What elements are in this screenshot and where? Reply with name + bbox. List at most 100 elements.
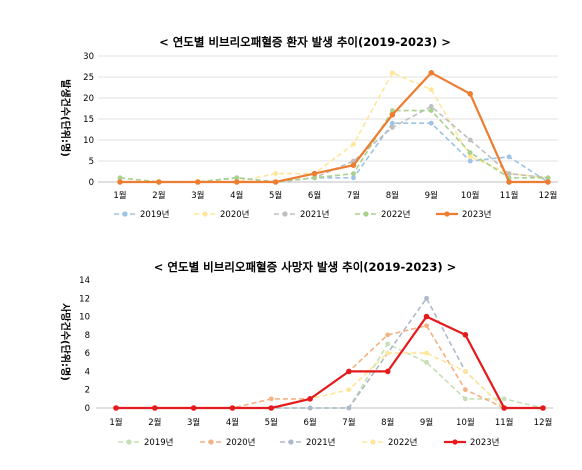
data-point	[501, 396, 507, 402]
data-point	[428, 104, 434, 109]
data-point	[467, 137, 473, 143]
data-point	[462, 369, 468, 374]
x-tick-label: 5월	[265, 417, 278, 428]
x-tick-label: 1월	[109, 417, 122, 428]
legend-marker	[288, 439, 294, 445]
legend-marker	[126, 439, 132, 445]
data-point	[506, 171, 512, 177]
patients-chart-series	[117, 70, 551, 185]
x-tick-label: 4월	[226, 417, 239, 428]
patients-chart-xticks: 1월 2월 3월 4월 5월 6월 7월 8월 9월 10월 11월 12월	[113, 190, 557, 201]
legend-marker	[452, 439, 458, 445]
y-tick-label: 20	[83, 94, 94, 104]
data-point	[389, 70, 395, 76]
legend-item: 2020년	[200, 437, 255, 448]
data-point	[389, 125, 395, 130]
x-tick-label: 3월	[191, 190, 204, 201]
series-line	[116, 297, 543, 409]
y-tick-label: 30	[83, 52, 94, 62]
data-point	[190, 405, 197, 411]
data-point	[423, 313, 430, 320]
x-tick-label: 11월	[500, 190, 519, 201]
x-tick-label: 10월	[456, 417, 475, 428]
legend-item: 2019년	[114, 209, 169, 220]
series-2021년	[117, 104, 551, 185]
y-tick-label: 0	[89, 178, 94, 188]
legend-item: 2022년	[362, 437, 417, 448]
x-tick-label: 7월	[342, 417, 355, 428]
series-line	[120, 72, 549, 183]
series-2019년	[113, 341, 546, 411]
legend-item: 2021년	[280, 437, 335, 448]
x-tick-label: 6월	[303, 417, 316, 428]
legend-label: 2020년	[226, 437, 255, 448]
legend-marker	[444, 211, 450, 217]
data-point	[113, 405, 119, 411]
data-point	[389, 108, 395, 113]
legend-marker	[370, 439, 376, 445]
x-tick-label: 2월	[148, 417, 161, 428]
x-tick-label: 6월	[308, 190, 321, 201]
y-tick-label: 15	[83, 115, 94, 125]
series-2021년	[113, 295, 546, 411]
y-tick-label: 12	[79, 294, 90, 304]
y-tick-label: 10	[79, 313, 90, 323]
x-tick-label: 10월	[461, 190, 480, 201]
deaths-chart-legend: 2019년 2020년 2021년 2022년 2023년	[118, 437, 499, 448]
deaths-chart-xticks: 1월 2월 3월 4월 5월 6월 7월 8월 9월 10월 11월 12월	[109, 417, 552, 428]
data-point	[152, 405, 158, 411]
y-tick-label: 2	[85, 386, 90, 396]
series-line	[116, 352, 543, 409]
legend-item: 2023년	[436, 209, 491, 220]
data-point	[268, 396, 274, 402]
series-line	[116, 343, 544, 409]
series-2022년	[113, 350, 546, 411]
data-point	[346, 368, 352, 375]
x-tick-label: 12월	[534, 417, 553, 428]
legend-marker	[282, 211, 288, 217]
x-tick-label: 4월	[230, 190, 243, 201]
data-point	[540, 405, 546, 411]
data-point	[385, 350, 391, 356]
legend-label: 2023년	[470, 437, 499, 448]
data-point	[156, 179, 162, 185]
data-point	[467, 154, 473, 160]
patients-chart: < 연도별 비브리오패혈증 환자 발생 추이(2019-2023) > 발생건수…	[59, 35, 558, 220]
data-point	[384, 368, 391, 375]
x-tick-label: 5월	[269, 190, 282, 201]
legend-item: 2020년	[194, 209, 249, 220]
x-tick-label: 8월	[386, 190, 399, 201]
data-point	[424, 350, 429, 356]
legend-label: 2020년	[220, 209, 249, 220]
data-point	[467, 150, 473, 156]
series-line	[120, 105, 549, 183]
y-tick-label: 8	[85, 331, 90, 341]
data-point	[501, 405, 507, 411]
deaths-chart: < 연도별 비브리오패혈증 사망자 발생 추이(2019-2023) > 사망건…	[59, 260, 553, 448]
data-point	[350, 162, 357, 168]
data-point	[467, 158, 473, 164]
legend-marker	[363, 211, 369, 217]
data-point	[428, 70, 435, 76]
patients-chart-legend: 2019년 2020년 2021년 2022년 2023년	[114, 209, 491, 220]
data-point	[506, 154, 512, 160]
series-line	[119, 109, 548, 183]
y-tick-label: 5	[89, 157, 94, 167]
data-point	[385, 332, 391, 338]
legend-label: 2022년	[388, 437, 417, 448]
data-point	[312, 175, 317, 181]
legend-marker	[122, 211, 128, 217]
legend-marker	[202, 211, 208, 217]
data-point	[462, 387, 468, 393]
data-point	[351, 141, 356, 147]
data-point	[351, 175, 356, 181]
patients-chart-title: < 연도별 비브리오패혈증 환자 발생 추이(2019-2023) >	[159, 35, 451, 49]
data-point	[117, 179, 123, 185]
legend-marker	[208, 439, 214, 445]
legend-label: 2023년	[462, 209, 491, 220]
x-tick-label: 2월	[152, 190, 165, 201]
data-point	[545, 175, 551, 181]
data-point	[346, 405, 352, 411]
data-point	[428, 108, 434, 113]
